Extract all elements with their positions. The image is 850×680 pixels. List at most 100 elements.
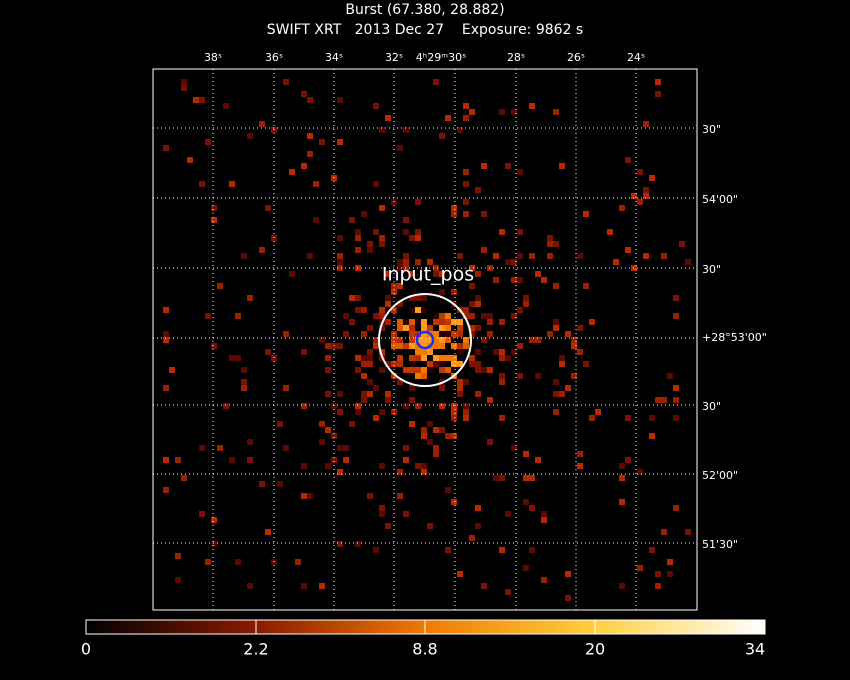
photon xyxy=(487,397,493,403)
photon xyxy=(637,199,643,205)
photon xyxy=(337,445,343,451)
photon xyxy=(385,397,391,403)
photon xyxy=(379,505,385,511)
photon xyxy=(235,559,241,565)
photon xyxy=(583,211,589,217)
photon xyxy=(397,325,403,331)
colorbar-label: 8.8 xyxy=(412,640,437,659)
photon xyxy=(409,421,415,427)
photon xyxy=(163,331,169,337)
photon xyxy=(523,499,529,505)
photon xyxy=(169,367,175,373)
photon xyxy=(307,151,313,157)
photon xyxy=(463,169,469,175)
photon xyxy=(433,271,439,277)
photon xyxy=(319,421,325,427)
dec-tick-label: 54'00" xyxy=(702,193,738,206)
photon xyxy=(325,367,331,373)
photon xyxy=(415,307,421,313)
photon xyxy=(325,391,331,397)
photon xyxy=(433,313,439,319)
photon xyxy=(283,385,289,391)
photon xyxy=(385,391,391,397)
photon xyxy=(349,421,355,427)
photon xyxy=(409,307,415,313)
photon xyxy=(421,295,427,301)
photon xyxy=(421,343,427,349)
photon xyxy=(433,361,439,367)
photon xyxy=(289,271,295,277)
photon xyxy=(463,199,469,205)
photon xyxy=(403,445,409,451)
photon xyxy=(457,319,463,325)
photon xyxy=(409,271,415,277)
photon xyxy=(481,163,487,169)
photon xyxy=(367,349,373,355)
photon xyxy=(421,373,427,379)
photon xyxy=(355,409,361,415)
photon xyxy=(475,391,481,397)
photon xyxy=(445,547,451,553)
photon xyxy=(415,229,421,235)
photon xyxy=(199,511,205,517)
photon xyxy=(409,325,415,331)
photon xyxy=(211,541,217,547)
photon xyxy=(421,331,427,337)
photon xyxy=(637,169,643,175)
photon xyxy=(475,505,481,511)
photon xyxy=(535,337,541,343)
photon xyxy=(379,307,385,313)
photon xyxy=(457,127,463,133)
photon xyxy=(553,109,559,115)
photon xyxy=(445,319,451,325)
photon xyxy=(301,493,307,499)
photon xyxy=(511,445,517,451)
photon xyxy=(301,163,307,169)
title: Burst (67.380, 28.882) xyxy=(345,2,504,18)
dec-tick-label: 30" xyxy=(702,400,721,413)
photon xyxy=(343,331,349,337)
photon xyxy=(445,433,451,439)
photon xyxy=(685,529,691,535)
photon xyxy=(211,205,217,211)
photon xyxy=(481,247,487,253)
photon xyxy=(373,343,379,349)
photon xyxy=(247,133,253,139)
source-region xyxy=(378,293,472,387)
photon xyxy=(379,235,385,241)
photon xyxy=(373,313,379,319)
photon xyxy=(565,595,571,601)
photon xyxy=(415,403,421,409)
photon xyxy=(373,337,379,343)
photon xyxy=(643,187,649,193)
photon xyxy=(499,109,505,115)
photon xyxy=(385,271,391,277)
photon xyxy=(259,121,265,127)
photon xyxy=(217,283,223,289)
photon xyxy=(427,523,433,529)
photon xyxy=(283,79,289,85)
photon xyxy=(559,391,565,397)
ra-tick-label: 36ˢ xyxy=(265,51,283,64)
photon xyxy=(319,439,325,445)
image-frame xyxy=(152,68,698,611)
photon xyxy=(367,493,373,499)
photon xyxy=(403,253,409,259)
photon xyxy=(517,229,523,235)
photon xyxy=(541,517,547,523)
photon xyxy=(481,337,487,343)
photon xyxy=(187,157,193,163)
photon xyxy=(535,457,541,463)
photon xyxy=(631,193,637,199)
photon xyxy=(355,295,361,301)
photon xyxy=(397,337,403,343)
photon xyxy=(409,355,415,361)
photon xyxy=(373,181,379,187)
photon xyxy=(301,583,307,589)
photon xyxy=(451,343,457,349)
photon xyxy=(625,457,631,463)
photon xyxy=(439,313,445,319)
photon xyxy=(409,385,415,391)
photon xyxy=(673,397,679,403)
photon xyxy=(361,331,367,337)
